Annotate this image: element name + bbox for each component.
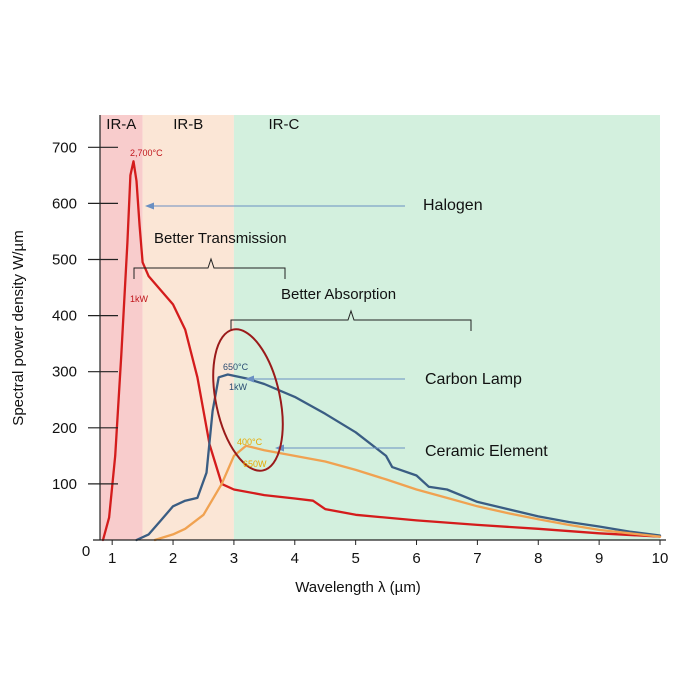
ceramic-power-label: 650W <box>243 459 267 469</box>
series-lines <box>101 160 662 542</box>
x-axis-title: Wavelength λ (µm) <box>295 579 421 596</box>
carbon-power-label: 1kW <box>229 382 248 392</box>
absorption-bracket <box>230 309 472 331</box>
x-tick-label: 3 <box>230 550 238 567</box>
x-tick-label: 6 <box>412 550 420 567</box>
y-tick-label: 100 <box>52 476 77 493</box>
axes <box>93 115 666 541</box>
halogen-temp-label: 2,700°C <box>130 148 163 158</box>
origin-label: 0 <box>82 543 90 560</box>
y-tick-label: 200 <box>52 420 77 437</box>
halogen-arrowhead <box>145 202 154 210</box>
ceramic-temp-label: 400°C <box>237 437 263 447</box>
y-tick-label: 300 <box>52 364 77 381</box>
band-ir-a <box>100 115 143 540</box>
series-line-1 <box>101 160 662 542</box>
band-label-ir-c: IR-C <box>268 116 299 133</box>
x-tick-label: 5 <box>351 550 359 567</box>
series-line-2 <box>135 373 662 542</box>
x-tick-label: 10 <box>652 550 669 567</box>
y-tick-label: 600 <box>52 195 77 212</box>
y-tick-label: 400 <box>52 308 77 325</box>
ceramic-element-label: Ceramic Element <box>425 443 548 460</box>
band-ir-b <box>142 115 234 540</box>
tick-marks: 1 2 3 4 5 6 7 8 9 10 100 200 300 400 500 600 700 <box>52 139 668 567</box>
band-ir-c <box>233 115 661 540</box>
ir-bands: IR-A IR-B IR-C <box>100 115 661 540</box>
y-tick-label: 700 <box>52 139 77 156</box>
band-label-ir-b: IR-B <box>173 116 203 133</box>
x-tick-label: 9 <box>595 550 603 567</box>
carbon-lamp-label: Carbon Lamp <box>425 371 522 388</box>
band-label-ir-a: IR-A <box>106 116 136 133</box>
transmission-bracket <box>133 257 286 279</box>
x-tick-label: 4 <box>291 550 299 567</box>
carbon-lamp-arrowhead <box>245 375 254 383</box>
x-tick-label: 7 <box>473 550 481 567</box>
carbon-temp-label: 650°C <box>223 362 249 372</box>
x-tick-label: 8 <box>534 550 542 567</box>
y-axis-title: Spectral power density W/µm <box>10 230 27 425</box>
series-line-3 <box>153 444 662 542</box>
halogen-power-label: 1kW <box>130 294 149 304</box>
x-tick-label: 1 <box>108 550 116 567</box>
x-tick-label: 2 <box>169 550 177 567</box>
overlap-ellipse <box>212 328 284 472</box>
better-absorption-label: Better Absorption <box>281 286 396 303</box>
halogen-label: Halogen <box>423 197 483 214</box>
better-transmission-label: Better Transmission <box>154 230 287 247</box>
annotations: Halogen Carbon Lamp Ceramic Element Bett… <box>130 148 548 472</box>
y-tick-label: 500 <box>52 252 77 269</box>
